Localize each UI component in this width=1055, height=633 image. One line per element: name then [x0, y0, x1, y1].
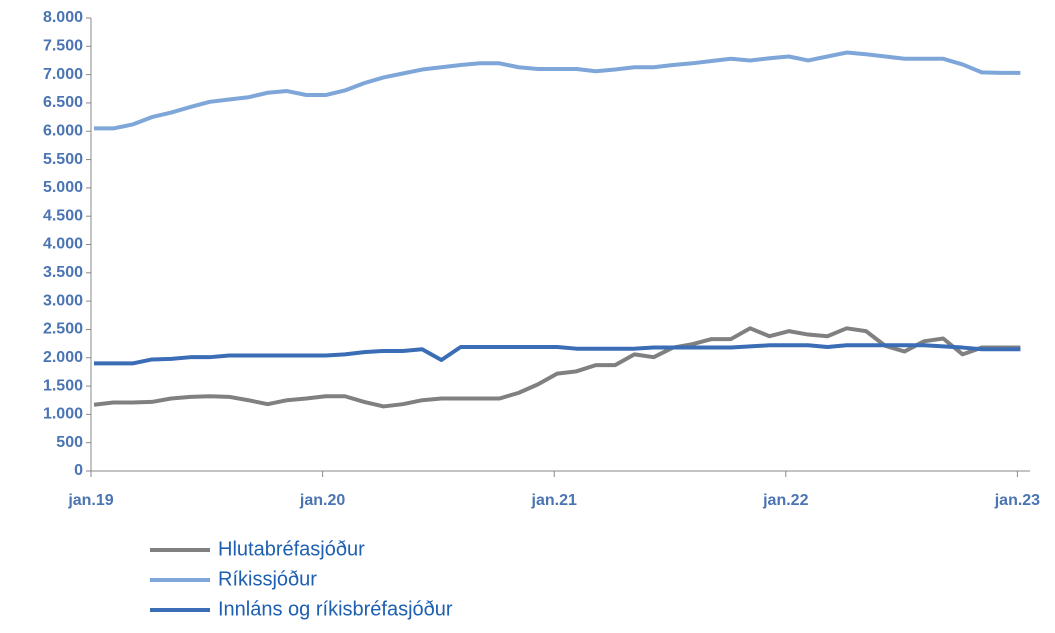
y-tick-label: 6.500: [43, 94, 83, 111]
y-tick-label: 4.500: [43, 207, 83, 224]
legend-label: Hlutabréfasjóður: [218, 538, 365, 560]
x-tick-label: jan.19: [67, 492, 113, 509]
x-tick-label: jan.21: [531, 492, 577, 509]
y-tick-label: 6.000: [43, 122, 83, 139]
x-tick-label: jan.23: [994, 492, 1040, 509]
y-tick-label: 5.000: [43, 179, 83, 196]
y-tick-label: 4.000: [43, 236, 83, 253]
y-tick-label: 0: [74, 462, 83, 479]
line-series: [93, 326, 1021, 409]
x-tick-label: jan.22: [762, 492, 808, 509]
y-tick-label: 3.000: [43, 292, 83, 309]
y-tick-label: 7.500: [43, 38, 83, 55]
y-tick-label: 8.000: [43, 9, 83, 26]
y-tick-label: 2.000: [43, 349, 83, 366]
y-tick-label: 1.000: [43, 406, 83, 423]
line-series: [94, 50, 1021, 131]
line-series: [94, 343, 1021, 366]
y-tick-label: 1.500: [43, 377, 83, 394]
y-tick-label: 7.000: [43, 66, 83, 83]
legend-label: Innláns og ríkisbréfasjóður: [218, 598, 453, 620]
y-tick-label: 5.500: [43, 151, 83, 168]
y-tick-label: 3.500: [43, 264, 83, 281]
x-tick-label: jan.20: [299, 492, 345, 509]
y-tick-label: 500: [56, 434, 83, 451]
legend-label: Ríkissjóður: [218, 568, 317, 590]
y-tick-label: 2.500: [43, 321, 83, 338]
